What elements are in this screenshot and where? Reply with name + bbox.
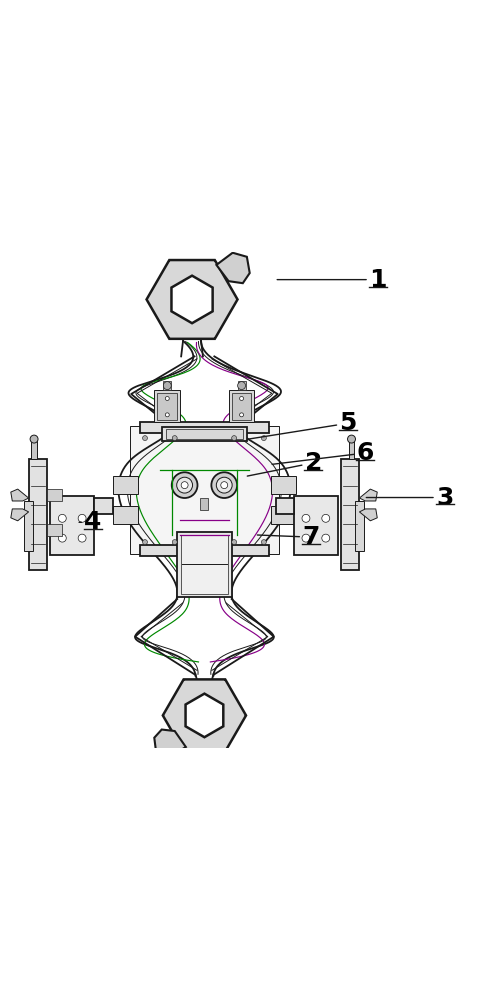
Circle shape bbox=[172, 540, 177, 545]
Bar bbox=[276, 498, 293, 514]
Bar bbox=[166, 429, 243, 439]
Text: 2: 2 bbox=[248, 451, 322, 476]
Circle shape bbox=[240, 413, 244, 417]
Bar bbox=[229, 390, 254, 422]
Polygon shape bbox=[163, 679, 246, 751]
Circle shape bbox=[30, 435, 38, 443]
Circle shape bbox=[232, 436, 237, 441]
Polygon shape bbox=[11, 489, 28, 501]
Bar bbox=[181, 535, 228, 594]
Bar bbox=[140, 422, 269, 433]
Bar bbox=[177, 532, 232, 597]
Bar bbox=[238, 381, 246, 390]
Bar bbox=[356, 501, 365, 551]
Circle shape bbox=[240, 396, 244, 400]
Bar bbox=[157, 393, 177, 420]
Bar bbox=[50, 496, 95, 555]
Circle shape bbox=[322, 514, 330, 522]
Text: 6: 6 bbox=[272, 441, 374, 465]
Bar bbox=[162, 427, 247, 441]
Circle shape bbox=[216, 477, 232, 493]
Circle shape bbox=[261, 540, 266, 545]
Circle shape bbox=[163, 382, 171, 390]
Text: 1: 1 bbox=[277, 268, 386, 292]
Circle shape bbox=[172, 472, 198, 498]
Circle shape bbox=[58, 534, 66, 542]
Circle shape bbox=[177, 477, 193, 493]
Bar bbox=[47, 489, 62, 501]
Polygon shape bbox=[171, 276, 213, 323]
Bar bbox=[271, 506, 296, 524]
Bar bbox=[293, 496, 338, 555]
Circle shape bbox=[142, 540, 147, 545]
Bar bbox=[47, 524, 62, 536]
Circle shape bbox=[302, 534, 310, 542]
Circle shape bbox=[58, 514, 66, 522]
Polygon shape bbox=[11, 509, 28, 521]
Bar bbox=[113, 506, 137, 524]
Polygon shape bbox=[360, 509, 377, 521]
Bar bbox=[271, 476, 296, 494]
Circle shape bbox=[348, 435, 356, 443]
Circle shape bbox=[302, 514, 310, 522]
Bar bbox=[154, 390, 180, 422]
Bar bbox=[28, 459, 47, 570]
Bar bbox=[341, 459, 360, 570]
Bar bbox=[130, 426, 279, 554]
Text: 3: 3 bbox=[367, 486, 453, 510]
Text: 4: 4 bbox=[79, 510, 102, 534]
Circle shape bbox=[165, 413, 169, 417]
Bar bbox=[113, 476, 137, 494]
Polygon shape bbox=[146, 260, 238, 339]
Polygon shape bbox=[186, 694, 223, 737]
Circle shape bbox=[142, 436, 147, 441]
Polygon shape bbox=[154, 730, 186, 757]
Circle shape bbox=[232, 540, 237, 545]
Circle shape bbox=[211, 472, 237, 498]
Circle shape bbox=[221, 482, 228, 489]
Bar bbox=[95, 498, 113, 514]
Circle shape bbox=[181, 482, 188, 489]
Polygon shape bbox=[360, 489, 377, 501]
Bar bbox=[24, 501, 32, 551]
Bar bbox=[140, 545, 269, 556]
Circle shape bbox=[238, 382, 246, 390]
Circle shape bbox=[322, 534, 330, 542]
Text: 5: 5 bbox=[248, 411, 357, 439]
Circle shape bbox=[165, 396, 169, 400]
Circle shape bbox=[261, 436, 266, 441]
Circle shape bbox=[78, 534, 86, 542]
Bar bbox=[232, 393, 251, 420]
Polygon shape bbox=[217, 253, 249, 283]
Bar bbox=[31, 439, 37, 459]
Text: 7: 7 bbox=[257, 525, 320, 549]
Circle shape bbox=[172, 436, 177, 441]
Circle shape bbox=[78, 514, 86, 522]
Bar bbox=[201, 498, 208, 510]
Bar bbox=[163, 381, 171, 390]
Bar bbox=[349, 439, 355, 459]
